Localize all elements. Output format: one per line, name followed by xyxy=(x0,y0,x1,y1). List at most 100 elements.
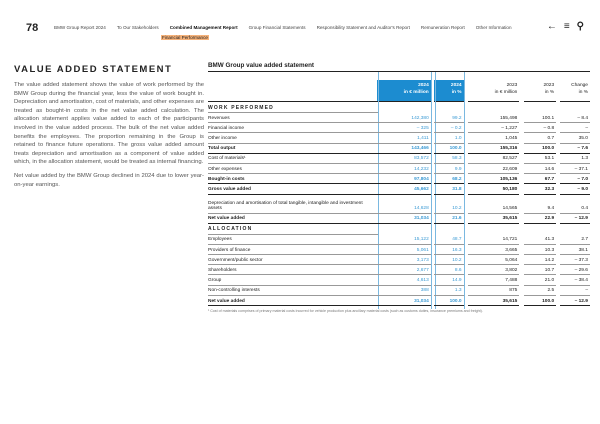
row-label: Total output xyxy=(208,144,378,154)
cell-value: 1.3 xyxy=(433,286,464,296)
cell-value: 3,665 xyxy=(467,245,520,256)
table-row: Gross value added 45,662 31.8 50,180 32.3– 9… xyxy=(208,184,590,195)
cell-value: 41.3 xyxy=(524,235,557,245)
nav-link[interactable]: To Our Stakeholders xyxy=(116,25,159,30)
cell-value: 99.2 xyxy=(433,113,464,124)
cell-value: 2.7 xyxy=(560,235,590,245)
row-label: Gross value added xyxy=(208,184,378,195)
cell-value: 3,802 xyxy=(467,265,520,276)
cell-value: 100.0 xyxy=(524,296,557,306)
row-label: Cost of materials¹ xyxy=(208,154,378,164)
row-label: Non-controlling interests xyxy=(208,286,378,296)
page-number: 78 xyxy=(26,22,39,34)
cell-value: 2.5 xyxy=(524,286,557,296)
cell-value: – 12.9 xyxy=(560,214,590,224)
cell-value: 142,380 xyxy=(377,113,431,124)
cell-value: – 0.2 xyxy=(433,123,464,134)
cell-value: 32.3 xyxy=(524,184,557,195)
cell-value: 9.4 xyxy=(524,195,557,214)
column-header: 2023 in % xyxy=(524,80,557,102)
cell-value: 22,609 xyxy=(467,164,520,175)
table-row: Net value added 31,034 100.0 35,615 100.0– 1… xyxy=(208,296,590,306)
row-label: Group xyxy=(208,275,378,286)
cell-value: 10.7 xyxy=(524,265,557,276)
nav-link[interactable]: Other Information xyxy=(475,25,512,30)
cell-value: 9.9 xyxy=(433,164,464,175)
row-label: Employees xyxy=(208,235,378,245)
nav-link[interactable]: Responsibility Statement and Auditor's R… xyxy=(316,25,410,30)
table-row: Government/public sector 3,173 10.2 5,064 14… xyxy=(208,255,590,266)
column-header: 2024 in % xyxy=(433,80,464,102)
back-arrow-icon[interactable]: ← xyxy=(546,21,557,32)
cell-value: 10.2 xyxy=(433,255,464,266)
cell-value: 143,466 xyxy=(377,144,431,154)
top-bar: 78 BMW Group Report 2024 To Our Stakehold… xyxy=(20,21,590,42)
column-year: Change xyxy=(571,83,588,88)
cell-value: 14.2 xyxy=(524,255,557,266)
nav-link[interactable]: Remuneration Report xyxy=(420,25,465,30)
cell-value: 3,173 xyxy=(377,255,431,266)
menu-icon[interactable]: ≡ xyxy=(563,21,570,32)
table-row: Depreciation and amortisation of total t… xyxy=(208,195,590,214)
table-row: Providers of finance 5,061 16.3 3,665 10.3 38… xyxy=(208,245,590,256)
breadcrumb-nav: BMW Group Report 2024 To Our Stakeholders… xyxy=(54,25,512,30)
subsection-link[interactable]: Financial Performance xyxy=(161,35,209,40)
nav-link[interactable]: Group Financial Statements xyxy=(248,25,306,30)
cell-value: 45,662 xyxy=(377,184,431,195)
cell-value: 35,615 xyxy=(467,296,520,306)
cell-value: 100.1 xyxy=(524,113,557,124)
cell-value: 5,061 xyxy=(377,245,431,256)
cell-value: 35,615 xyxy=(467,214,520,224)
cell-value: 50,180 xyxy=(467,184,520,195)
column-year: 2023 xyxy=(543,83,555,88)
highlight-column-2024-million xyxy=(378,72,432,309)
cell-value: 8.6 xyxy=(433,265,464,276)
cell-value: 100.0 xyxy=(433,296,464,306)
table-row: Shareholders 2,677 8.6 3,802 10.7– 29.6 xyxy=(208,265,590,276)
column-header: 2024 in € million xyxy=(377,80,431,102)
column-unit: in € million xyxy=(494,90,518,95)
table-title: BMW Group value added statement xyxy=(208,62,590,72)
cell-value: – xyxy=(560,286,590,296)
cell-value: – 38.4 xyxy=(560,275,590,286)
table-row: Total output 143,466 100.0 155,316 100.0– 7.… xyxy=(208,144,590,154)
cell-value: – 1,227 xyxy=(467,123,520,134)
nav-link[interactable]: Combined Management Report xyxy=(169,25,238,30)
cell-value: 388 xyxy=(377,286,431,296)
nav-link[interactable]: BMW Group Report 2024 xyxy=(54,25,106,30)
cell-value: 10.2 xyxy=(433,195,464,214)
cell-value: 83,572 xyxy=(377,154,431,164)
cell-value: 21.6 xyxy=(433,214,464,224)
cell-value: 14,721 xyxy=(467,235,520,245)
intro-paragraph: The value added statement shows the valu… xyxy=(14,82,204,166)
cell-value: 2,677 xyxy=(377,265,431,276)
cell-value: 22.9 xyxy=(524,214,557,224)
table-row: Cost of materials¹ 83,572 58.3 82,527 53.1 1.… xyxy=(208,154,590,164)
section-title: VALUE ADDED STATEMENT xyxy=(14,64,173,75)
cell-value: – 8.4 xyxy=(560,113,590,124)
intro-section: VALUE ADDED STATEMENT The value added st… xyxy=(14,64,204,194)
value-added-table: BMW Group value added statement 2024 in €… xyxy=(208,62,590,313)
cell-value: – 37.1 xyxy=(560,164,590,175)
cell-value: 14,565 xyxy=(467,195,520,214)
table-row: Financial income – 325– 0.2– 1,227 – 0.8– xyxy=(208,123,590,134)
cell-value: 100.0 xyxy=(524,144,557,154)
cell-value: 7,488 xyxy=(467,275,520,286)
search-icon[interactable]: ⚲ xyxy=(576,21,584,32)
row-label: Net value added xyxy=(208,296,378,306)
cell-value: 31,034 xyxy=(377,296,431,306)
row-label: Government/public sector xyxy=(208,255,378,266)
header-spacer xyxy=(208,80,378,102)
cell-value: 100.0 xyxy=(433,144,464,154)
column-unit: in % xyxy=(578,90,588,95)
cell-value: – 325 xyxy=(377,123,431,134)
cell-value: 38.1 xyxy=(560,245,590,256)
cell-value: 0.4 xyxy=(560,195,590,214)
cell-value: 15,122 xyxy=(377,235,431,245)
row-label: Net value added xyxy=(208,214,378,224)
row-label: Providers of finance xyxy=(208,245,378,256)
section-header: ALLOCATION xyxy=(208,224,590,235)
column-header: Change in % xyxy=(560,80,590,102)
cell-value: 14.6 xyxy=(524,164,557,175)
cell-value: 1.3 xyxy=(560,154,590,164)
